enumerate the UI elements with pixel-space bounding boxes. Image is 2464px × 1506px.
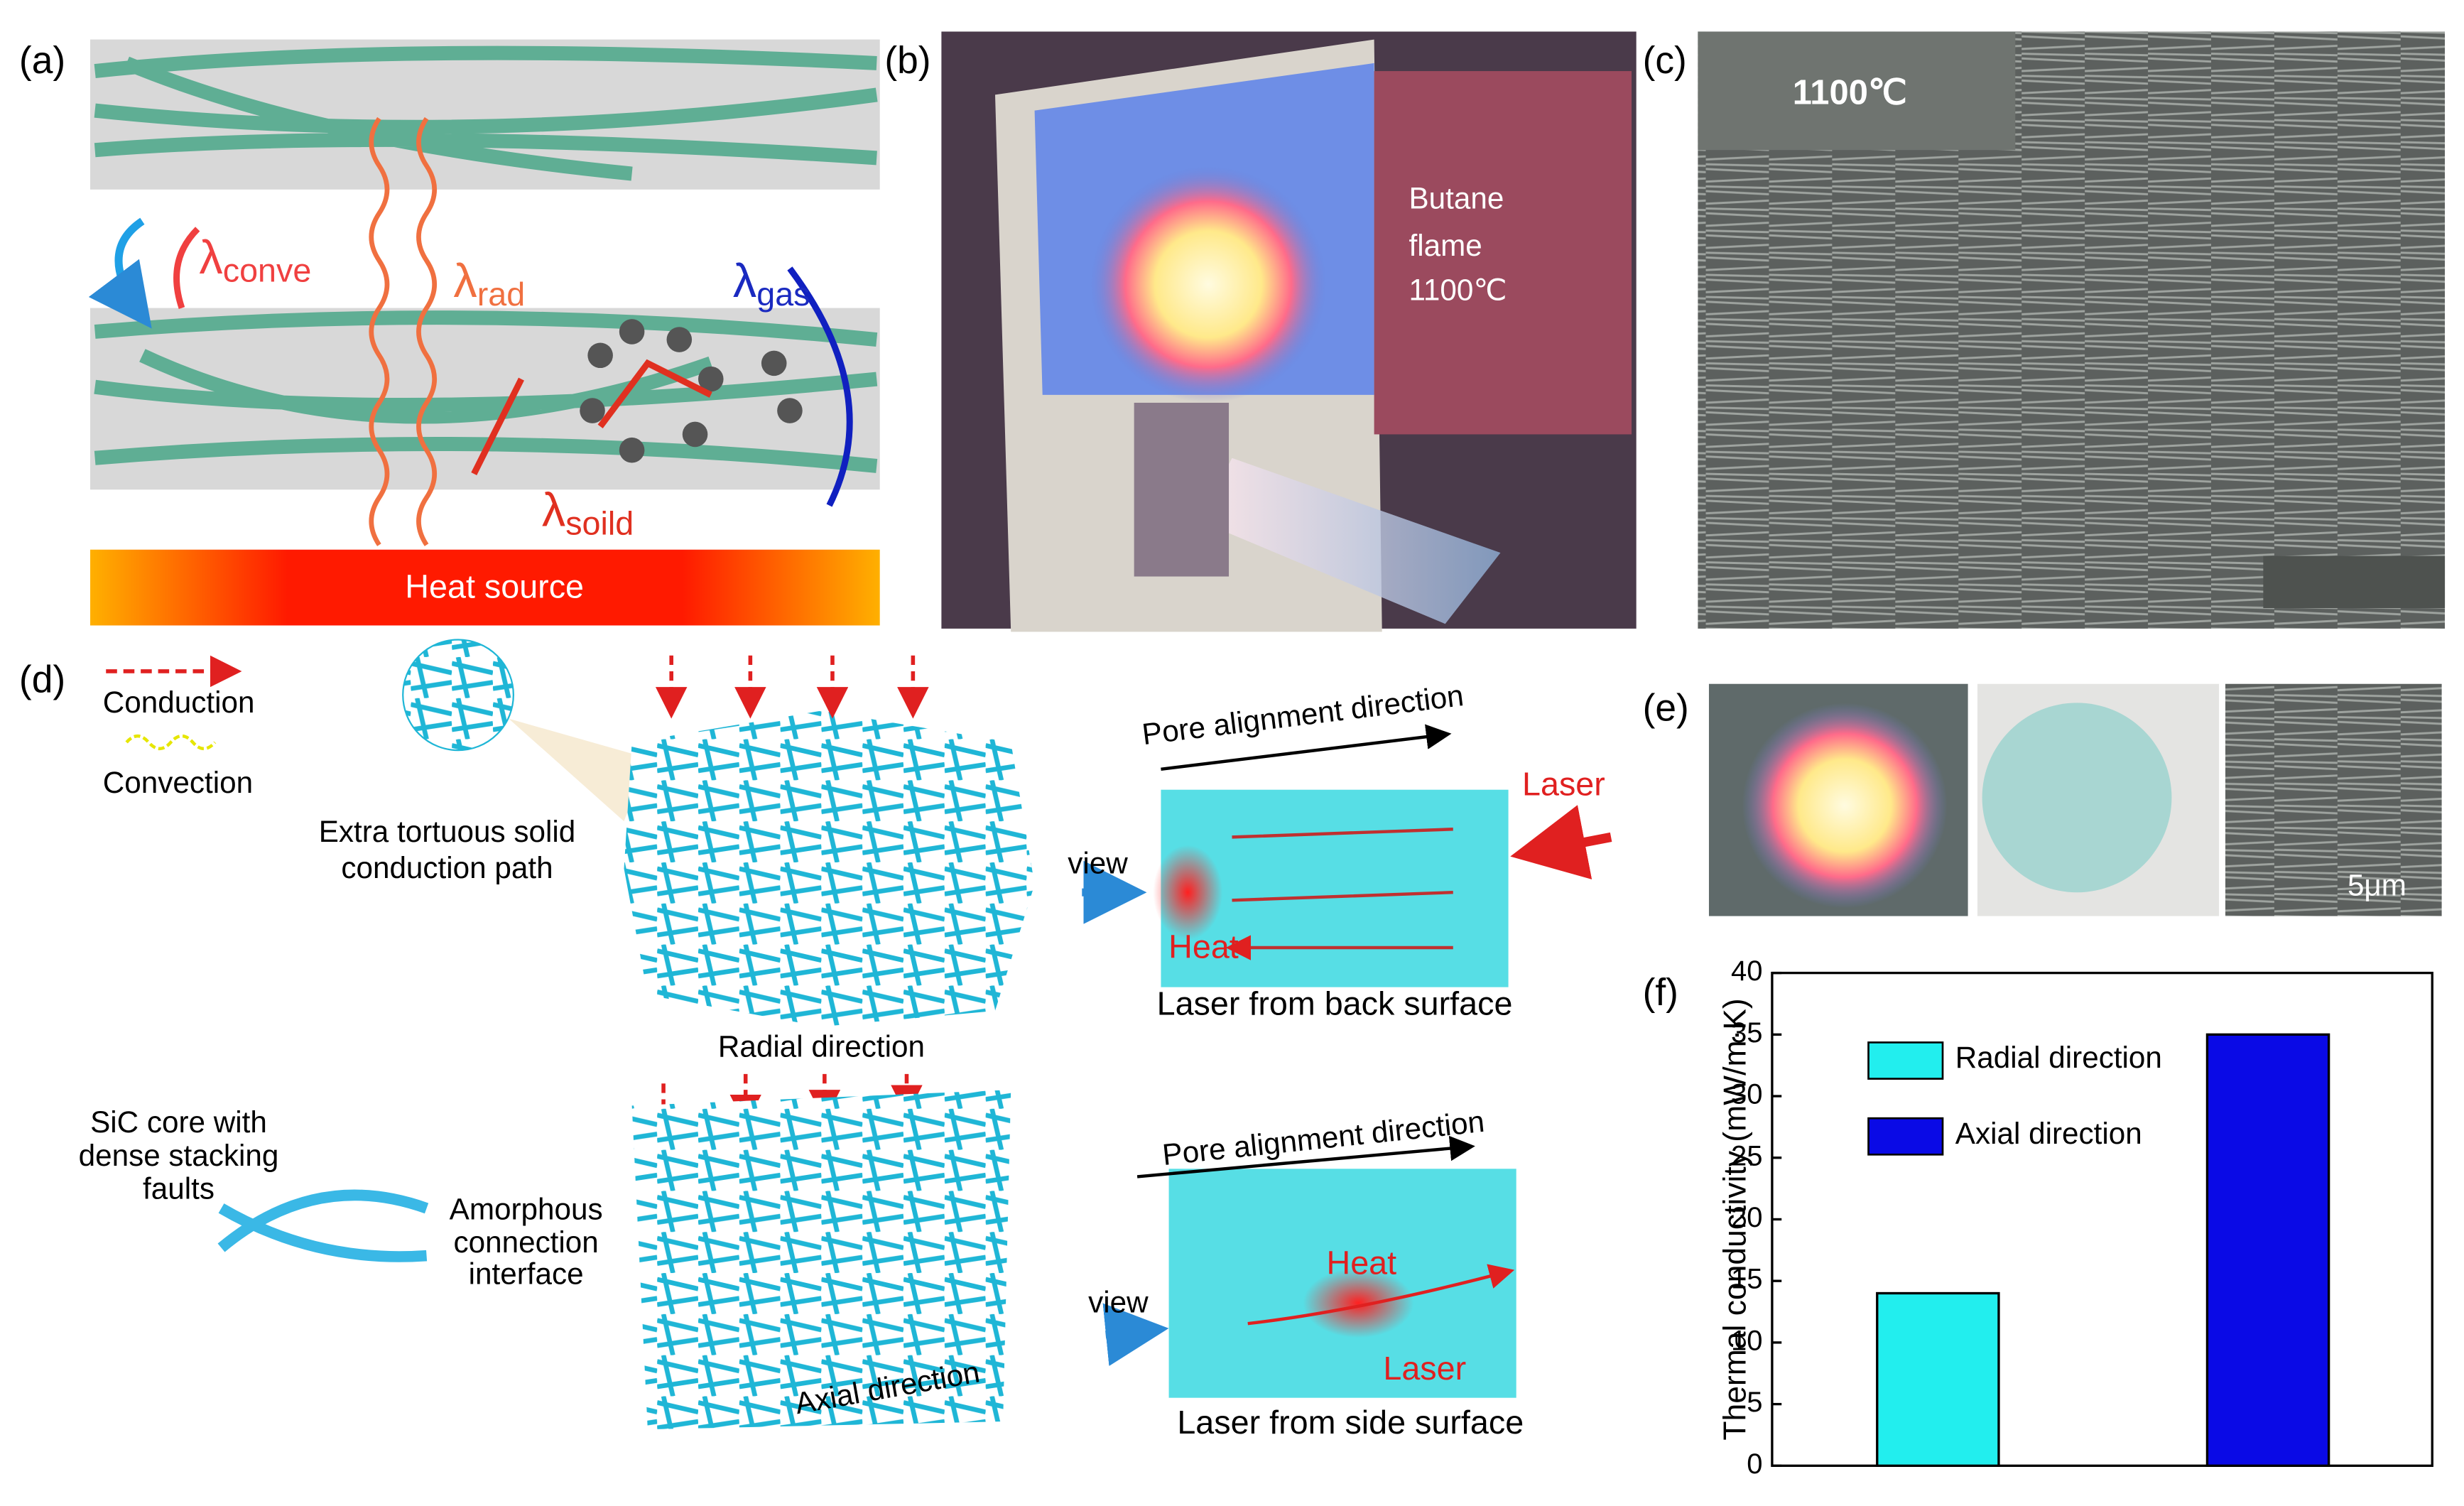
label: Radial direction (718, 1029, 925, 1063)
lambda-symbol: λ (542, 484, 565, 536)
label: Heat source (405, 568, 584, 605)
label: Convection (103, 766, 253, 799)
label: Laser from back surface (1157, 985, 1513, 1022)
panel-label: (d) (19, 659, 65, 701)
panel-label: (b) (884, 40, 930, 82)
lambda-subscript: rad (477, 276, 525, 313)
y-tick-label: 20 (1731, 1202, 1763, 1233)
bar (2205, 1033, 2330, 1467)
lambda-label: λsoild (542, 484, 634, 541)
label: Pore alignment direction (1161, 1105, 1486, 1171)
panel-label: (e) (1643, 688, 1689, 730)
panel-b-art (941, 31, 1637, 632)
panel-c-art (1698, 31, 2446, 629)
label: Conduction (103, 686, 255, 719)
y-tick-label: 25 (1731, 1140, 1763, 1171)
y-tick-label: 0 (1747, 1448, 1762, 1480)
panel-d-art (106, 639, 1612, 1430)
label: connection (453, 1225, 598, 1259)
label: view (1068, 847, 1128, 880)
legend-label: Radial direction (1955, 1041, 2162, 1074)
lambda-label: λconve (199, 231, 311, 288)
y-tick-label: 35 (1731, 1017, 1763, 1049)
label: Laser (1383, 1350, 1466, 1387)
label: conduction path (341, 851, 553, 884)
label: Amorphous (450, 1192, 603, 1225)
lambda-label: λrad (453, 255, 525, 313)
panel-label: (a) (19, 40, 65, 82)
label: Heat (1327, 1244, 1397, 1281)
panel-e-art (1708, 683, 2442, 916)
y-tick-label: 15 (1731, 1264, 1763, 1295)
label: faults (143, 1172, 215, 1206)
label: interface (469, 1257, 584, 1291)
flame-text: Butane (1409, 182, 1504, 215)
panel-label: (f) (1643, 972, 1678, 1014)
label: dense stacking (79, 1139, 279, 1172)
y-tick-label: 40 (1731, 955, 1763, 987)
lambda-subscript: conve (223, 252, 312, 289)
label: Heat (1168, 928, 1239, 965)
panel-a-art (88, 39, 880, 626)
legend-label: Axial direction (1955, 1117, 2142, 1150)
lambda-symbol: λ (199, 231, 222, 283)
legend-swatch (1867, 1117, 1944, 1156)
label: view (1088, 1286, 1149, 1319)
lambda-subscript: gas (756, 276, 810, 313)
flame-text: flame (1409, 229, 1482, 262)
label: 1100℃ (1793, 73, 1907, 112)
panel-label: (c) (1643, 40, 1687, 82)
lambda-symbol: λ (453, 255, 477, 308)
y-tick-label: 30 (1731, 1079, 1763, 1110)
flame-text: 1100℃ (1409, 273, 1507, 306)
bar-chart: 0 5 10 15 20 25 30 35 40 Thermal conductivity (mW… (1718, 955, 2433, 1480)
label: SiC core with (90, 1105, 267, 1139)
label: Extra tortuous solid (319, 815, 576, 848)
lambda-subscript: soild (565, 505, 634, 542)
bar (1876, 1291, 2000, 1467)
label: Laser from side surface (1177, 1404, 1524, 1441)
y-tick-label: 10 (1731, 1325, 1763, 1356)
y-tick-label: 5 (1747, 1387, 1762, 1418)
label: Laser (1522, 766, 1605, 803)
y-axis-label: Thermal conductivity (mW/m·K) (1718, 998, 1753, 1440)
lambda-symbol: λ (733, 255, 756, 308)
lambda-label: λgas (733, 255, 810, 313)
label: 5μm (2348, 869, 2406, 902)
label: Pore alignment direction (1140, 678, 1465, 751)
legend-swatch (1867, 1041, 1944, 1080)
